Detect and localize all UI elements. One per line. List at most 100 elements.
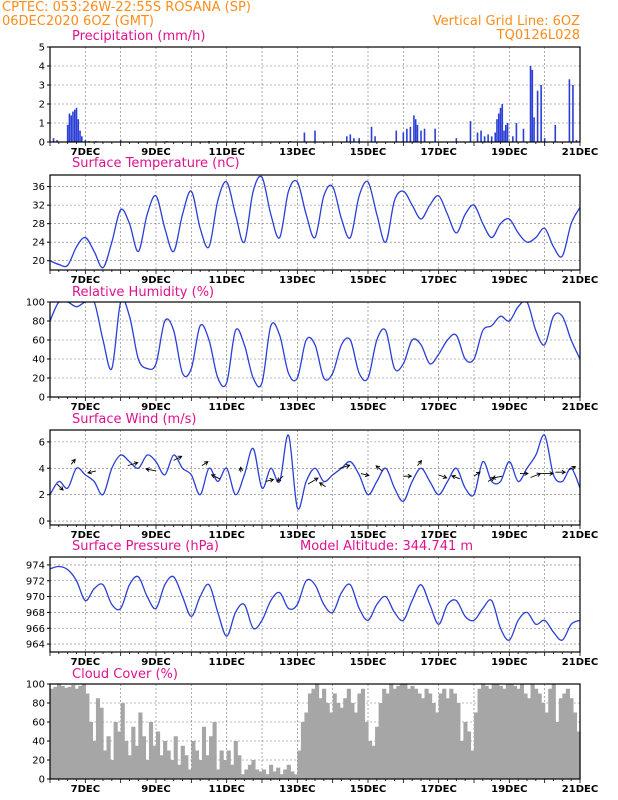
cloud_cover-bar: [491, 684, 496, 779]
cloud_cover-bar: [495, 684, 500, 779]
precipitation-bar: [575, 140, 578, 142]
precipitation-bar: [531, 69, 534, 142]
precipitation-bar: [406, 128, 408, 142]
cloud_cover-bar: [60, 685, 65, 779]
wind-arrow: [127, 461, 139, 467]
cloud_cover-bar: [247, 764, 252, 779]
temperature-xtick-label: 17DEC: [420, 275, 456, 286]
pressure-ytick-label: 968: [26, 608, 45, 619]
wind-title: Surface Wind (m/s): [72, 412, 196, 427]
cloud_cover-bar: [53, 686, 58, 779]
cloud_cover-bar: [163, 741, 168, 779]
cloud_cover-bar: [449, 688, 454, 779]
humidity-xtick-label: 21DEC: [562, 402, 598, 413]
cloud_cover-bar: [385, 693, 390, 779]
cloud_cover-bar: [269, 764, 274, 779]
cloud_cover-bar: [50, 688, 55, 779]
wind-xtick-label: 11DEC: [208, 530, 244, 541]
cloud_cover-bar: [569, 698, 574, 779]
pressure-xtick-label: 9DEC: [141, 657, 170, 668]
cloud_cover-bar: [88, 722, 93, 779]
cloud_cover-bar: [262, 769, 267, 779]
cloud_cover-bar: [300, 722, 305, 779]
cloud_cover-bar: [258, 771, 263, 779]
temperature-xtick-label: 7DEC: [71, 275, 100, 286]
precipitation-bar: [402, 132, 405, 142]
precipitation-bar: [409, 126, 412, 142]
pressure-xtick-label: 7DEC: [71, 657, 100, 668]
humidity-xtick-label: 13DEC: [279, 402, 315, 413]
precipitation-bar: [119, 140, 122, 142]
cloud_cover-bar: [346, 688, 351, 779]
cloud_cover-xtick-label: 11DEC: [208, 784, 244, 795]
precipitation-ytick-label: 5: [39, 43, 45, 54]
precipitation-bar: [68, 113, 71, 142]
cloud_cover-bar: [223, 760, 228, 779]
cloud_cover-bar: [477, 688, 482, 779]
precipitation-bar: [423, 128, 426, 142]
temperature-line: [50, 175, 580, 269]
cloud_cover-bar: [272, 771, 277, 779]
precipitation-bar: [483, 136, 486, 142]
cloud_cover-bar: [502, 688, 507, 779]
precipitation-bar: [79, 130, 81, 142]
wind-arrow: [375, 465, 383, 472]
precipitation-bar: [487, 134, 489, 142]
precipitation-bar: [346, 136, 348, 142]
cloud_cover-bar: [166, 750, 171, 779]
cloud_cover-xtick-label: 15DEC: [350, 784, 386, 795]
cloud_cover-bar: [435, 712, 440, 779]
cloud_cover-bar: [403, 684, 408, 779]
cloud_cover-bar: [562, 693, 567, 779]
cloud_cover-bar: [382, 688, 387, 779]
cloud_cover-bar: [368, 741, 373, 779]
precipitation-ytick-label: 0: [39, 138, 45, 149]
cloud_cover-bar: [177, 764, 182, 779]
cloud_cover-bar: [276, 767, 281, 779]
cloud_cover-bar: [512, 685, 517, 779]
cloud_cover-bar: [131, 726, 136, 779]
temperature-xtick-label: 11DEC: [208, 275, 244, 286]
cloud_cover-bar: [530, 684, 535, 779]
header-location: CPTEC: 053:26W-22:55S ROSANA (SP): [2, 0, 251, 15]
precipitation-ytick-label: 2: [39, 100, 45, 111]
precipitation-bar: [56, 140, 58, 142]
cloud_cover-bar: [191, 741, 196, 779]
wind-arrow: [569, 465, 577, 471]
cloud_cover-bar: [265, 774, 270, 779]
cloud_cover-bar: [311, 688, 316, 779]
pressure-panel: Surface Pressure (hPa) Model Altitude: 3…: [26, 539, 598, 668]
pressure-ytick-label: 964: [26, 640, 45, 651]
precipitation-bar: [66, 124, 69, 142]
precipitation-bar: [358, 138, 360, 142]
humidity-xtick-label: 7DEC: [71, 402, 100, 413]
precipitation-bar: [505, 124, 507, 142]
cloud_cover-bar: [304, 712, 309, 779]
temperature-xtick-label: 13DEC: [279, 275, 315, 286]
cloud_cover-bar: [375, 726, 380, 779]
cloud_cover-bar: [120, 703, 125, 779]
cloud_cover-bar: [470, 750, 475, 779]
cloud_cover-bar: [421, 698, 426, 779]
cloud_cover-bar: [212, 722, 217, 779]
humidity-ytick-label: 40: [32, 355, 45, 366]
cloud_cover-bar: [378, 703, 383, 779]
cloud_cover-ytick-label: 0: [39, 775, 45, 786]
wind-ytick-label: 4: [39, 464, 45, 475]
precipitation-bar: [512, 136, 514, 142]
cloud_cover-bar: [95, 698, 101, 779]
cloud_cover-bar: [392, 688, 397, 779]
wind-arrow: [360, 472, 370, 477]
precipitation-ytick-label: 3: [39, 81, 45, 92]
cloud_cover-bar: [74, 688, 79, 779]
cloud_cover-bar: [138, 712, 143, 779]
cloud_cover-bar: [159, 755, 164, 779]
precipitation-bar: [497, 113, 500, 142]
wind-arrow: [238, 466, 244, 473]
cloud_cover-bar: [244, 769, 249, 779]
cloud_cover-bar: [410, 685, 415, 779]
wind-ytick-label: 0: [39, 517, 45, 528]
cloud_cover-bar: [307, 693, 313, 779]
cloud_cover-bar: [565, 688, 570, 779]
wind-xtick-label: 9DEC: [141, 530, 170, 541]
